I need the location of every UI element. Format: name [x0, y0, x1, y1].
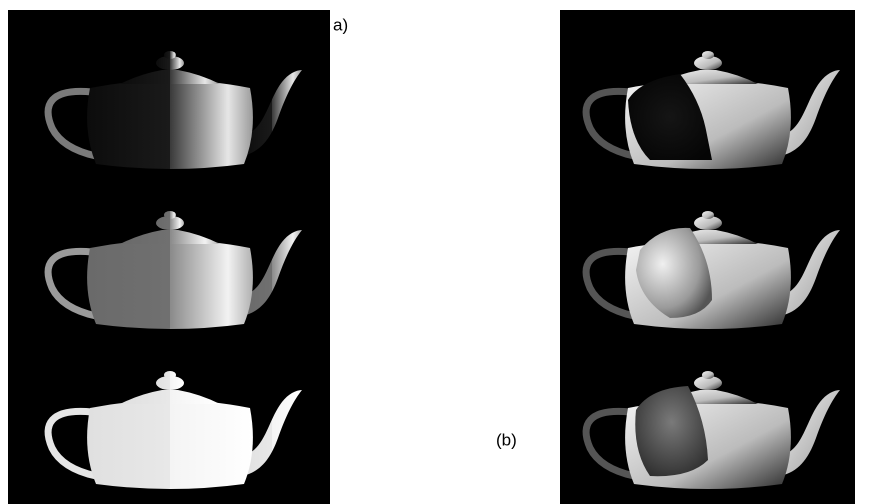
label-b: (b)	[496, 430, 517, 449]
label-a: a)	[333, 15, 348, 34]
page: a) (b) (() => { const data = JSON.parse(…	[0, 0, 873, 504]
figure: a) (b)	[0, 0, 873, 504]
